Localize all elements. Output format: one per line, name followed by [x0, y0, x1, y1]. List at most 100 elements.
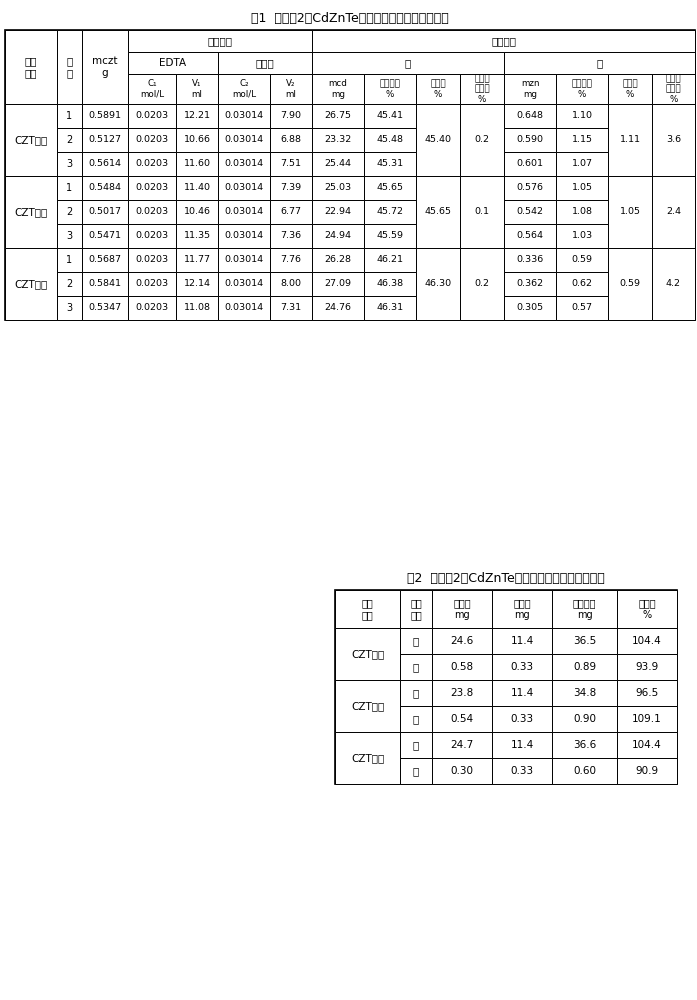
Bar [5, 248, 57, 320]
Text: 0.601: 0.601 [516, 159, 544, 168]
Text: 6.77: 6.77 [280, 208, 302, 217]
Bar [82, 30, 128, 104]
Text: 11.60: 11.60 [183, 159, 210, 168]
Bar [82, 224, 128, 248]
Text: 1.05: 1.05 [620, 208, 641, 217]
Text: 0.5127: 0.5127 [89, 135, 121, 144]
Text: 3.6: 3.6 [666, 135, 681, 144]
Bar [312, 200, 364, 224]
Bar [57, 128, 82, 152]
Text: 0.59: 0.59 [572, 255, 592, 264]
Bar [432, 680, 492, 706]
Bar [617, 732, 677, 758]
Bar [460, 176, 504, 248]
Text: 46.31: 46.31 [376, 304, 404, 312]
Bar [652, 176, 695, 248]
Text: 1.08: 1.08 [572, 208, 592, 217]
Bar [416, 176, 460, 248]
Text: 2: 2 [66, 135, 72, 145]
Text: 0.0203: 0.0203 [135, 304, 169, 312]
Text: 45.65: 45.65 [376, 184, 404, 192]
Bar [128, 52, 218, 74]
Text: 0.5841: 0.5841 [89, 279, 121, 288]
Text: 测试参数: 测试参数 [208, 36, 233, 46]
Bar [492, 680, 552, 706]
Bar [552, 758, 617, 784]
Bar [335, 590, 400, 628]
Bar [82, 200, 128, 224]
Text: 1: 1 [66, 183, 72, 193]
Text: 0.5017: 0.5017 [89, 208, 121, 217]
Bar [416, 248, 460, 320]
Text: 0.0203: 0.0203 [135, 111, 169, 120]
Text: 45.72: 45.72 [376, 208, 404, 217]
Bar [270, 152, 312, 176]
Bar [176, 296, 218, 320]
Text: 回收率
%: 回收率 % [638, 598, 656, 620]
Bar [312, 176, 364, 200]
Text: 11.4: 11.4 [510, 688, 534, 698]
Text: 表2  实施例2中CdZnTe样品加标回收的参数及结果: 表2 实施例2中CdZnTe样品加标回收的参数及结果 [407, 572, 605, 584]
Text: 0.58: 0.58 [450, 662, 473, 672]
Bar [218, 272, 270, 296]
Text: 45.59: 45.59 [376, 232, 404, 240]
Text: 7.51: 7.51 [280, 159, 302, 168]
Bar [652, 248, 695, 320]
Bar [364, 128, 416, 152]
Text: 7.76: 7.76 [280, 255, 302, 264]
Text: 锌: 锌 [413, 714, 419, 724]
Text: 24.6: 24.6 [450, 636, 474, 646]
Bar [312, 104, 364, 128]
Text: 测得总量
mg: 测得总量 mg [573, 598, 596, 620]
Bar [57, 200, 82, 224]
Bar [492, 590, 552, 628]
Text: 7.39: 7.39 [280, 184, 302, 192]
Text: 0.62: 0.62 [572, 279, 592, 288]
Bar [504, 176, 556, 200]
Text: 0.03014: 0.03014 [224, 111, 263, 120]
Text: 25.03: 25.03 [324, 184, 351, 192]
Text: 1.03: 1.03 [572, 232, 592, 240]
Text: 0.336: 0.336 [516, 255, 544, 264]
Bar [617, 758, 677, 784]
Text: 45.40: 45.40 [424, 135, 452, 144]
Text: 样品
名称: 样品 名称 [25, 56, 37, 78]
Bar [504, 104, 556, 128]
Bar [82, 248, 128, 272]
Bar [556, 128, 608, 152]
Bar [218, 128, 270, 152]
Bar [617, 628, 677, 654]
Text: 0.5687: 0.5687 [89, 255, 121, 264]
Bar [556, 200, 608, 224]
Bar [608, 74, 652, 104]
Text: 0.03014: 0.03014 [224, 184, 263, 192]
Text: CZT头部: CZT头部 [351, 649, 384, 659]
Text: 硝酸镁: 硝酸镁 [256, 58, 275, 68]
Bar [552, 654, 617, 680]
Text: 4.2: 4.2 [666, 279, 681, 288]
Bar [364, 248, 416, 272]
Bar [5, 30, 695, 320]
Bar [556, 176, 608, 200]
Bar [556, 296, 608, 320]
Text: 0.564: 0.564 [516, 232, 544, 240]
Bar [82, 296, 128, 320]
Bar [492, 706, 552, 732]
Bar [432, 732, 492, 758]
Text: 0.03014: 0.03014 [224, 279, 263, 288]
Bar [270, 272, 312, 296]
Bar [82, 176, 128, 200]
Bar [57, 152, 82, 176]
Text: CZT中部: CZT中部 [351, 701, 384, 711]
Bar [364, 104, 416, 128]
Text: 90.9: 90.9 [636, 766, 659, 776]
Text: 2: 2 [66, 207, 72, 217]
Text: 1.11: 1.11 [620, 135, 641, 144]
Text: 0.0203: 0.0203 [135, 232, 169, 240]
Bar [504, 128, 556, 152]
Bar [57, 176, 82, 200]
Bar [400, 628, 432, 654]
Text: C₂
mol/L: C₂ mol/L [232, 79, 256, 99]
Text: 36.6: 36.6 [573, 740, 596, 750]
Text: 2: 2 [66, 279, 72, 289]
